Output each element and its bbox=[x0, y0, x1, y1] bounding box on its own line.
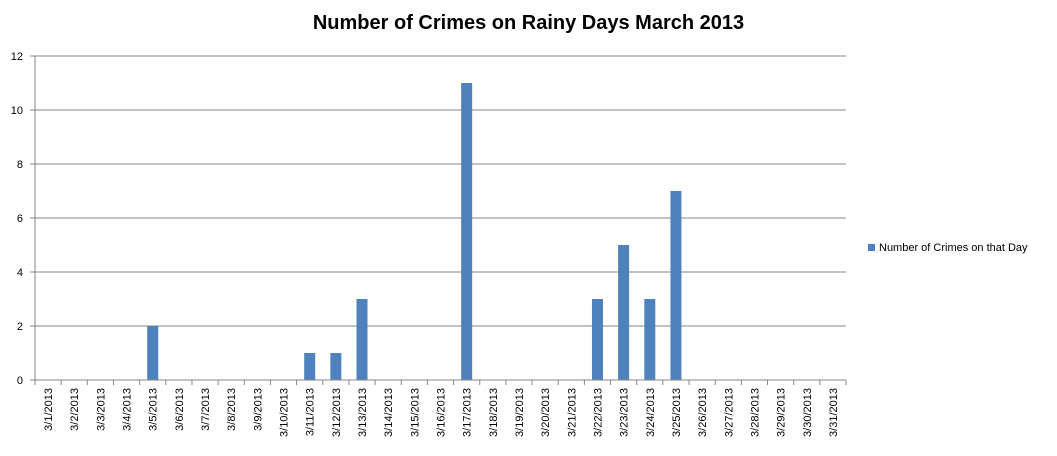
x-tick-label: 3/20/2013 bbox=[540, 388, 552, 437]
x-tick-label: 3/30/2013 bbox=[802, 388, 814, 437]
bar bbox=[461, 83, 473, 380]
y-tick-label: 6 bbox=[17, 213, 23, 225]
x-tick-label: 3/4/2013 bbox=[122, 388, 134, 431]
x-tick-label: 3/10/2013 bbox=[279, 388, 291, 437]
legend-label: Number of Crimes on that Day bbox=[879, 242, 1028, 254]
bar bbox=[670, 191, 682, 380]
x-tick-label: 3/18/2013 bbox=[488, 388, 500, 437]
x-tick-label: 3/7/2013 bbox=[200, 388, 212, 431]
gridlines bbox=[35, 55, 846, 327]
bar bbox=[147, 326, 159, 380]
x-tick-label: 3/24/2013 bbox=[645, 388, 657, 437]
x-tick-label: 3/22/2013 bbox=[592, 388, 604, 437]
x-tick-label: 3/1/2013 bbox=[43, 388, 55, 431]
x-tick-label: 3/11/2013 bbox=[305, 388, 317, 436]
bar bbox=[591, 299, 603, 380]
x-tick-label: 3/17/2013 bbox=[462, 388, 474, 437]
x-tick-label: 3/3/2013 bbox=[95, 388, 107, 431]
bar bbox=[330, 353, 342, 380]
chart-title: Number of Crimes on Rainy Days March 201… bbox=[312, 12, 745, 34]
bar bbox=[644, 299, 656, 380]
y-tick-label: 12 bbox=[11, 51, 23, 63]
x-tick-label: 3/2/2013 bbox=[69, 388, 81, 431]
x-tick-label: 3/31/2013 bbox=[828, 388, 840, 437]
legend-swatch bbox=[868, 244, 875, 251]
y-tick-label: 10 bbox=[11, 105, 23, 117]
x-tick-label: 3/16/2013 bbox=[436, 388, 448, 437]
bar bbox=[618, 245, 630, 380]
y-tick-label: 8 bbox=[17, 159, 23, 171]
x-tick-labels: 3/1/2013 3/2/2013 3/3/2013 3/4/2013 3/5/2013… bbox=[43, 388, 840, 437]
x-tick-label: 3/15/2013 bbox=[409, 388, 421, 437]
x-tick-label: 3/13/2013 bbox=[357, 388, 369, 437]
x-tick-label: 3/28/2013 bbox=[749, 388, 761, 437]
bar-series bbox=[147, 83, 682, 380]
y-tick-label: 0 bbox=[17, 375, 23, 387]
legend: Number of Crimes on that Day bbox=[868, 242, 1028, 254]
x-tick-label: 3/5/2013 bbox=[148, 388, 160, 431]
x-tick-label: 3/23/2013 bbox=[619, 388, 631, 437]
x-tick-label: 3/25/2013 bbox=[671, 388, 683, 437]
bar bbox=[304, 353, 316, 380]
y-tick-label: 4 bbox=[17, 267, 23, 279]
y-tick-labels: 0 2 4 6 8 10 12 bbox=[11, 51, 23, 387]
y-tick-label: 2 bbox=[17, 321, 23, 333]
bar bbox=[356, 299, 368, 380]
x-tick-label: 3/21/2013 bbox=[566, 388, 578, 437]
x-tick-label: 3/29/2013 bbox=[776, 388, 788, 437]
x-tick-label: 3/8/2013 bbox=[226, 388, 238, 431]
x-tick-label: 3/26/2013 bbox=[697, 388, 709, 437]
x-tick-label: 3/14/2013 bbox=[383, 388, 395, 437]
x-tick-label: 3/12/2013 bbox=[331, 388, 343, 437]
x-tick-label: 3/19/2013 bbox=[514, 388, 526, 437]
axes bbox=[30, 55, 847, 385]
x-tick-label: 3/27/2013 bbox=[723, 388, 735, 437]
x-tick-label: 3/9/2013 bbox=[252, 388, 264, 431]
x-tick-label: 3/6/2013 bbox=[174, 388, 186, 431]
